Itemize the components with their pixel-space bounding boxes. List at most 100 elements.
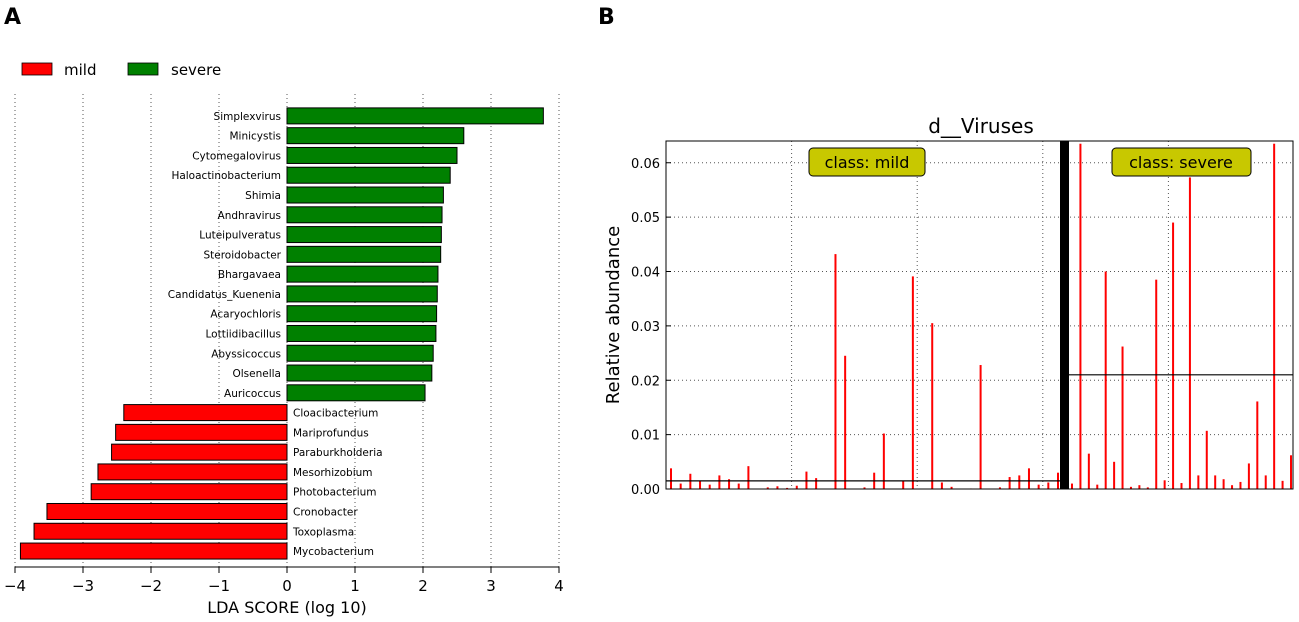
abundance-bar-mild (718, 475, 721, 489)
x-tick-label: 4 (554, 577, 564, 595)
lda-bar-abyssicoccus (286, 344, 434, 362)
taxon-label: Paraburkholderia (293, 447, 383, 459)
legend-swatch-severe (127, 62, 159, 76)
abundance-bar-mild (902, 481, 905, 489)
panel-b-y-axis: 0.00 0.01 0.02 0.03 0.04 0.05 0.06 (631, 157, 671, 498)
panel-a-letter: A (4, 5, 21, 30)
y-tick-label: 0.05 (631, 211, 660, 226)
class-label-severe: class: severe (1111, 147, 1252, 177)
abundance-bar-severe (1113, 461, 1116, 489)
abundance-bar-severe (1079, 143, 1082, 489)
abundance-bar-severe (1222, 479, 1225, 489)
abundance-bar-severe (1256, 401, 1259, 489)
taxon-label: Haloactinobacterium (171, 170, 281, 182)
abundance-bar-severe (1239, 481, 1242, 489)
taxon-label: Minicystis (229, 131, 281, 143)
class-label-severe-box (1111, 147, 1252, 177)
abundance-bar-mild (1047, 482, 1050, 489)
x-tick-label: −2 (140, 577, 162, 595)
legend-label-severe: severe (171, 61, 221, 79)
panel-a-x-axis-label: LDA SCORE (log 10) (207, 598, 367, 617)
abundance-bar-severe (1121, 346, 1124, 489)
lda-bar-minicystis (286, 127, 465, 145)
panel-a-legend: mild severe (21, 61, 221, 79)
y-tick-label: 0.06 (631, 157, 660, 172)
legend-swatch-mild (21, 62, 53, 76)
x-tick-label: 2 (418, 577, 428, 595)
abundance-bar-mild (699, 480, 702, 489)
abundance-bar-mild (1037, 484, 1040, 489)
lda-bar-luteipulveratus (286, 226, 442, 244)
legend-label-mild: mild (64, 61, 96, 79)
abundance-bar-severe (1172, 222, 1175, 489)
x-tick-label: −3 (72, 577, 94, 595)
abundance-bar-mild (863, 487, 866, 489)
abundance-bar-mild (708, 484, 711, 489)
taxon-label: Steroidobacter (203, 249, 281, 261)
lda-bar-steroidobacter (286, 245, 442, 263)
lda-bar-cronobacter (46, 502, 288, 520)
panel-b-bars (670, 143, 1292, 489)
panel-b-letter: B (598, 5, 615, 30)
taxon-label: Photobacterium (293, 487, 377, 499)
lda-bar-olsenella (286, 364, 433, 382)
taxon-label: Abyssicoccus (211, 348, 281, 360)
panel-b-class-means (666, 374, 1293, 482)
panel-a-x-axis: −4 −3 −2 −1 0 1 2 3 4 (4, 566, 564, 595)
lda-bar-candidatus_kuenenia (286, 285, 438, 303)
x-tick-label: 1 (350, 577, 360, 595)
lda-bar-andhravirus (286, 206, 443, 224)
abundance-bar-mild (1027, 468, 1030, 489)
abundance-bar-mild (728, 479, 731, 489)
abundance-bar-mild (766, 487, 769, 489)
panel-a-taxon-labels: Simplexvirus Minicystis Cytomegalovirus Hal… (168, 111, 383, 558)
lda-bar-lottiidibacillus (286, 324, 437, 342)
abundance-bar-severe (1231, 485, 1234, 489)
y-tick-label: 0.03 (631, 320, 660, 335)
abundance-bar-severe (1146, 487, 1149, 489)
lda-bar-simplexvirus (286, 107, 544, 125)
taxon-label: Simplexvirus (214, 111, 281, 123)
taxon-label: Cytomegalovirus (192, 150, 281, 162)
abundance-bar-mild (834, 254, 837, 489)
abundance-bar-mild (795, 485, 798, 489)
abundance-bar-severe (1163, 480, 1166, 489)
taxon-label: Mariprofundus (293, 427, 369, 439)
taxon-label: Candidatus_Kuenenia (168, 289, 281, 301)
lda-bar-acaryochloris (286, 305, 438, 323)
abundance-bar-mild (737, 483, 740, 489)
abundance-bar-severe (1071, 483, 1073, 489)
class-label-mild-box (808, 147, 926, 177)
x-tick-label: 0 (282, 577, 292, 595)
panel-b-frame (665, 140, 1294, 490)
taxon-label: Shimia (245, 190, 281, 202)
lda-bar-haloactinobacterium (286, 166, 451, 184)
lda-bar-shimia (286, 186, 444, 204)
y-tick-label: 0.00 (631, 483, 660, 498)
panel-b-y-axis-label: Relative abundance (603, 226, 624, 404)
abundance-bar-mild (931, 323, 934, 489)
panel-a-bars (19, 107, 544, 560)
abundance-bar-mild (882, 433, 885, 489)
abundance-bar-severe (1138, 485, 1141, 489)
abundance-bar-mild (786, 487, 789, 489)
taxon-label: Toxoplasma (292, 526, 354, 538)
taxon-label: Lottiidibacillus (206, 328, 282, 340)
taxon-label: Luteipulveratus (199, 230, 281, 242)
abundance-bar-severe (1104, 271, 1107, 489)
x-tick-label: −4 (4, 577, 26, 595)
lda-bar-cloacibacterium (123, 404, 288, 422)
lda-bar-cytomegalovirus (286, 146, 458, 164)
lda-bar-bhargavaea (286, 265, 439, 283)
lda-bar-mariprofundus (115, 423, 288, 441)
panel-b-gridlines (666, 141, 1293, 489)
y-tick-label: 0.02 (631, 374, 660, 389)
abundance-bar-severe (1281, 480, 1284, 489)
abundance-bar-severe (1197, 475, 1200, 489)
taxon-label: Cronobacter (293, 506, 358, 518)
taxon-label: Mesorhizobium (293, 467, 373, 479)
abundance-bar-mild (911, 276, 914, 489)
class-label-mild: class: mild (808, 147, 926, 177)
abundance-bar-severe (1205, 430, 1208, 489)
